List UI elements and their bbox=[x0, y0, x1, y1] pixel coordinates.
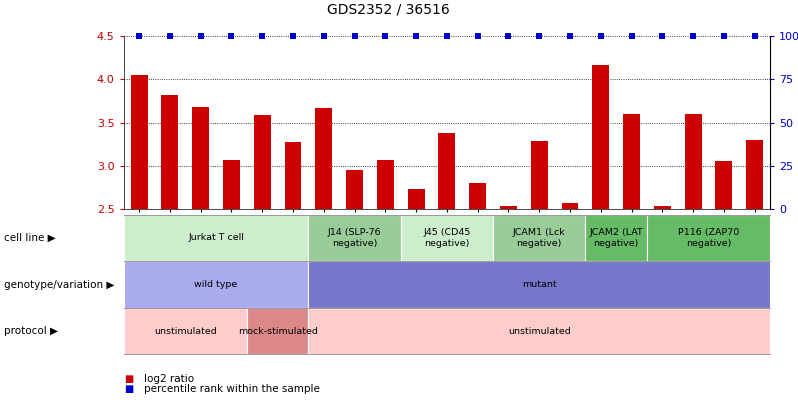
Text: log2 ratio: log2 ratio bbox=[144, 374, 194, 384]
Bar bbox=[223, 160, 240, 209]
Bar bbox=[654, 206, 671, 209]
Bar bbox=[408, 189, 425, 209]
Bar bbox=[500, 206, 517, 209]
Text: J45 (CD45
negative): J45 (CD45 negative) bbox=[423, 228, 471, 247]
Text: JCAM1 (Lck
negative): JCAM1 (Lck negative) bbox=[513, 228, 566, 247]
Bar bbox=[746, 140, 763, 209]
Bar bbox=[716, 161, 733, 209]
Bar bbox=[131, 75, 148, 209]
Text: ■: ■ bbox=[124, 374, 133, 384]
Text: protocol ▶: protocol ▶ bbox=[4, 326, 58, 336]
Bar bbox=[192, 107, 209, 209]
Bar bbox=[623, 114, 640, 209]
Bar bbox=[254, 115, 271, 209]
Bar bbox=[377, 160, 393, 209]
Bar bbox=[438, 133, 456, 209]
Bar bbox=[469, 183, 486, 209]
Text: Jurkat T cell: Jurkat T cell bbox=[188, 233, 244, 243]
Text: mutant: mutant bbox=[522, 280, 556, 289]
Text: unstimulated: unstimulated bbox=[154, 326, 216, 336]
Text: J14 (SLP-76
negative): J14 (SLP-76 negative) bbox=[328, 228, 381, 247]
Text: unstimulated: unstimulated bbox=[508, 326, 571, 336]
Text: GDS2352 / 36516: GDS2352 / 36516 bbox=[327, 2, 450, 16]
Bar bbox=[285, 142, 302, 209]
Bar bbox=[685, 114, 701, 209]
Text: cell line ▶: cell line ▶ bbox=[4, 233, 56, 243]
Text: JCAM2 (LAT
negative): JCAM2 (LAT negative) bbox=[589, 228, 643, 247]
Text: percentile rank within the sample: percentile rank within the sample bbox=[144, 384, 319, 394]
Bar bbox=[161, 95, 178, 209]
Bar bbox=[531, 141, 547, 209]
Text: genotype/variation ▶: genotype/variation ▶ bbox=[4, 279, 114, 290]
Text: ■: ■ bbox=[124, 384, 133, 394]
Bar bbox=[346, 170, 363, 209]
Bar bbox=[592, 65, 609, 209]
Text: P116 (ZAP70
negative): P116 (ZAP70 negative) bbox=[678, 228, 739, 247]
Text: wild type: wild type bbox=[195, 280, 238, 289]
Text: mock-stimulated: mock-stimulated bbox=[238, 326, 318, 336]
Bar bbox=[315, 108, 332, 209]
Bar bbox=[562, 202, 579, 209]
